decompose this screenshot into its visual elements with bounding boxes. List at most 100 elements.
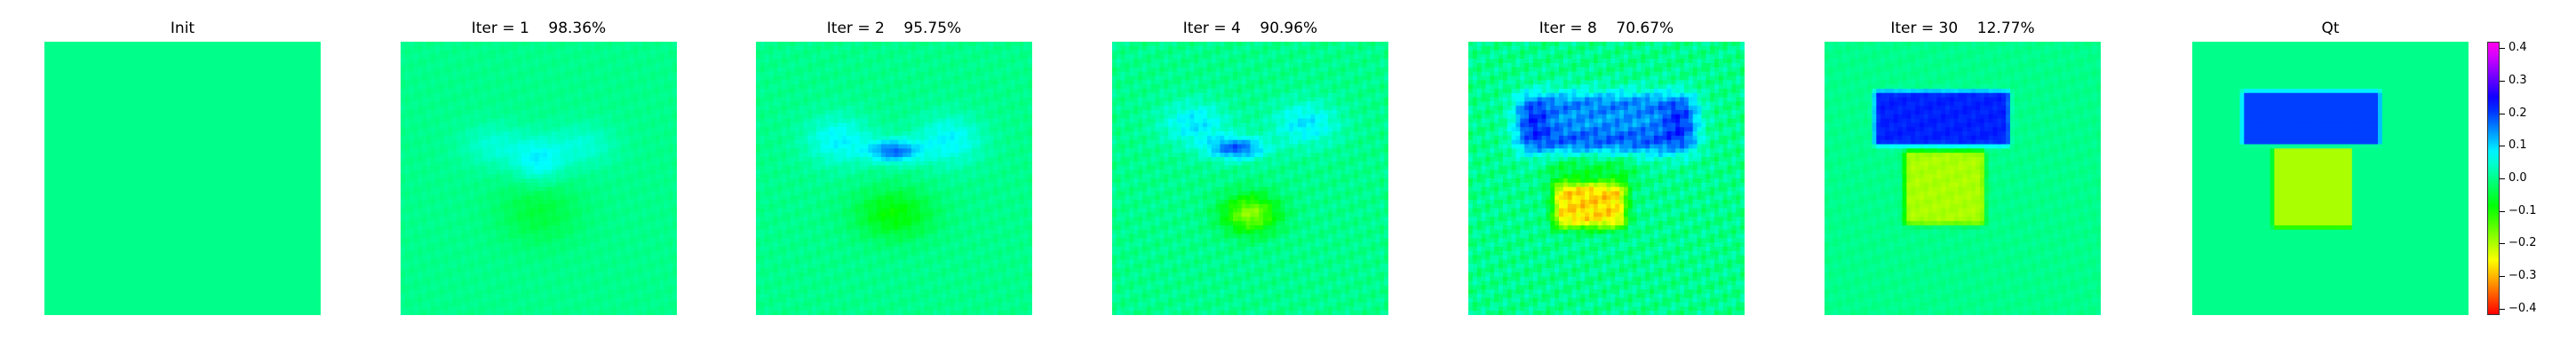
heatmap-cell	[247, 200, 252, 205]
heatmap-cell	[165, 229, 171, 235]
heatmap-cell	[173, 272, 179, 278]
heatmap-cell	[78, 311, 84, 315]
heatmap-cell	[161, 217, 166, 222]
heatmap-cell	[465, 67, 471, 73]
heatmap-cell	[469, 84, 475, 90]
heatmap-cell	[221, 114, 227, 120]
heatmap-cell	[256, 75, 261, 81]
heatmap-cell	[126, 191, 131, 196]
heatmap-cell	[182, 191, 187, 196]
heatmap-cell	[221, 131, 227, 137]
heatmap-cell	[229, 88, 235, 94]
heatmap-cell	[273, 106, 279, 111]
heatmap-cell	[44, 118, 50, 124]
heatmap-cell	[282, 148, 287, 154]
heatmap-cell	[217, 92, 222, 99]
heatmap-cell	[135, 311, 140, 315]
heatmap-cell	[303, 63, 309, 68]
heatmap-cell	[286, 144, 291, 149]
heatmap-cell	[44, 259, 50, 264]
heatmap-cell	[264, 306, 270, 312]
heatmap-cell	[443, 80, 449, 85]
heatmap-cell	[78, 200, 84, 205]
heatmap-cell	[135, 242, 140, 248]
heatmap-cell	[217, 50, 222, 56]
heatmap-cell	[191, 259, 196, 264]
heatmap-cell	[100, 161, 106, 167]
heatmap-cell	[165, 208, 171, 214]
heatmap-cell	[229, 255, 235, 261]
heatmap-cell	[573, 67, 578, 73]
heatmap-cell	[135, 75, 140, 81]
heatmap-cell	[303, 200, 309, 205]
heatmap-cell	[247, 247, 252, 252]
heatmap-cell	[161, 127, 166, 132]
heatmap-cell	[264, 233, 270, 239]
heatmap-cell	[312, 148, 317, 154]
heatmap-cell	[52, 285, 59, 290]
heatmap-cell	[290, 217, 296, 222]
heatmap-cell	[131, 259, 136, 264]
heatmap-cell	[273, 259, 279, 264]
heatmap-cell	[66, 233, 71, 239]
heatmap-cell	[603, 42, 608, 47]
heatmap-cell	[105, 71, 110, 77]
heatmap-cell	[298, 50, 305, 56]
heatmap-cell	[316, 280, 321, 286]
heatmap-cell	[642, 75, 648, 81]
heatmap-cell	[212, 264, 218, 269]
heatmap-cell	[117, 63, 123, 68]
heatmap-cell	[165, 311, 171, 315]
heatmap-cell	[135, 191, 140, 196]
heatmap-cell	[247, 242, 252, 248]
heatmap-cell	[282, 75, 287, 81]
heatmap-cell	[100, 97, 106, 102]
heatmap-cell	[585, 45, 592, 51]
heatmap-cell	[91, 302, 97, 307]
heatmap-cell	[57, 45, 63, 51]
heatmap-cell	[208, 118, 214, 124]
heatmap-cell	[316, 212, 321, 217]
heatmap-cell	[264, 238, 270, 243]
heatmap-cell	[290, 238, 296, 243]
heatmap-cell	[234, 311, 240, 315]
heatmap-cell	[543, 45, 548, 51]
heatmap-cell	[212, 280, 218, 286]
heatmap-cell	[44, 54, 50, 59]
heatmap-cell	[664, 59, 669, 64]
heatmap-cell	[290, 191, 296, 196]
heatmap-cell	[178, 59, 184, 64]
heatmap-cell	[307, 54, 313, 59]
heatmap-cell	[182, 144, 187, 149]
heatmap-cell	[608, 80, 613, 85]
heatmap-cell	[316, 131, 321, 137]
heatmap-cell	[264, 80, 270, 85]
heatmap-cell	[294, 289, 300, 295]
heatmap-cell	[273, 161, 279, 167]
heatmap-cell	[139, 200, 145, 205]
heatmap-cell	[61, 233, 67, 239]
heatmap-cell	[203, 59, 210, 64]
heatmap-cell	[191, 264, 196, 269]
heatmap-cell	[48, 217, 54, 222]
heatmap-cell	[229, 238, 235, 243]
heatmap-cell	[191, 101, 196, 106]
heatmap-cell	[126, 50, 131, 56]
heatmap-cell	[195, 297, 201, 304]
heatmap-cell	[513, 54, 518, 59]
heatmap-cell	[238, 54, 244, 59]
heatmap-cell	[52, 221, 59, 226]
heatmap-cell	[156, 306, 162, 312]
heatmap-cell	[91, 54, 97, 59]
heatmap-cell	[221, 153, 227, 158]
heatmap-cell	[66, 250, 71, 256]
heatmap-cell	[78, 221, 84, 226]
heatmap-cell	[108, 80, 115, 85]
heatmap-cell	[294, 191, 300, 196]
heatmap-cell	[178, 289, 184, 295]
heatmap-cell	[44, 212, 50, 217]
heatmap-cell	[234, 272, 240, 278]
heatmap-cell	[44, 208, 50, 214]
heatmap-cell	[156, 221, 162, 226]
heatmap-cell	[273, 217, 279, 222]
